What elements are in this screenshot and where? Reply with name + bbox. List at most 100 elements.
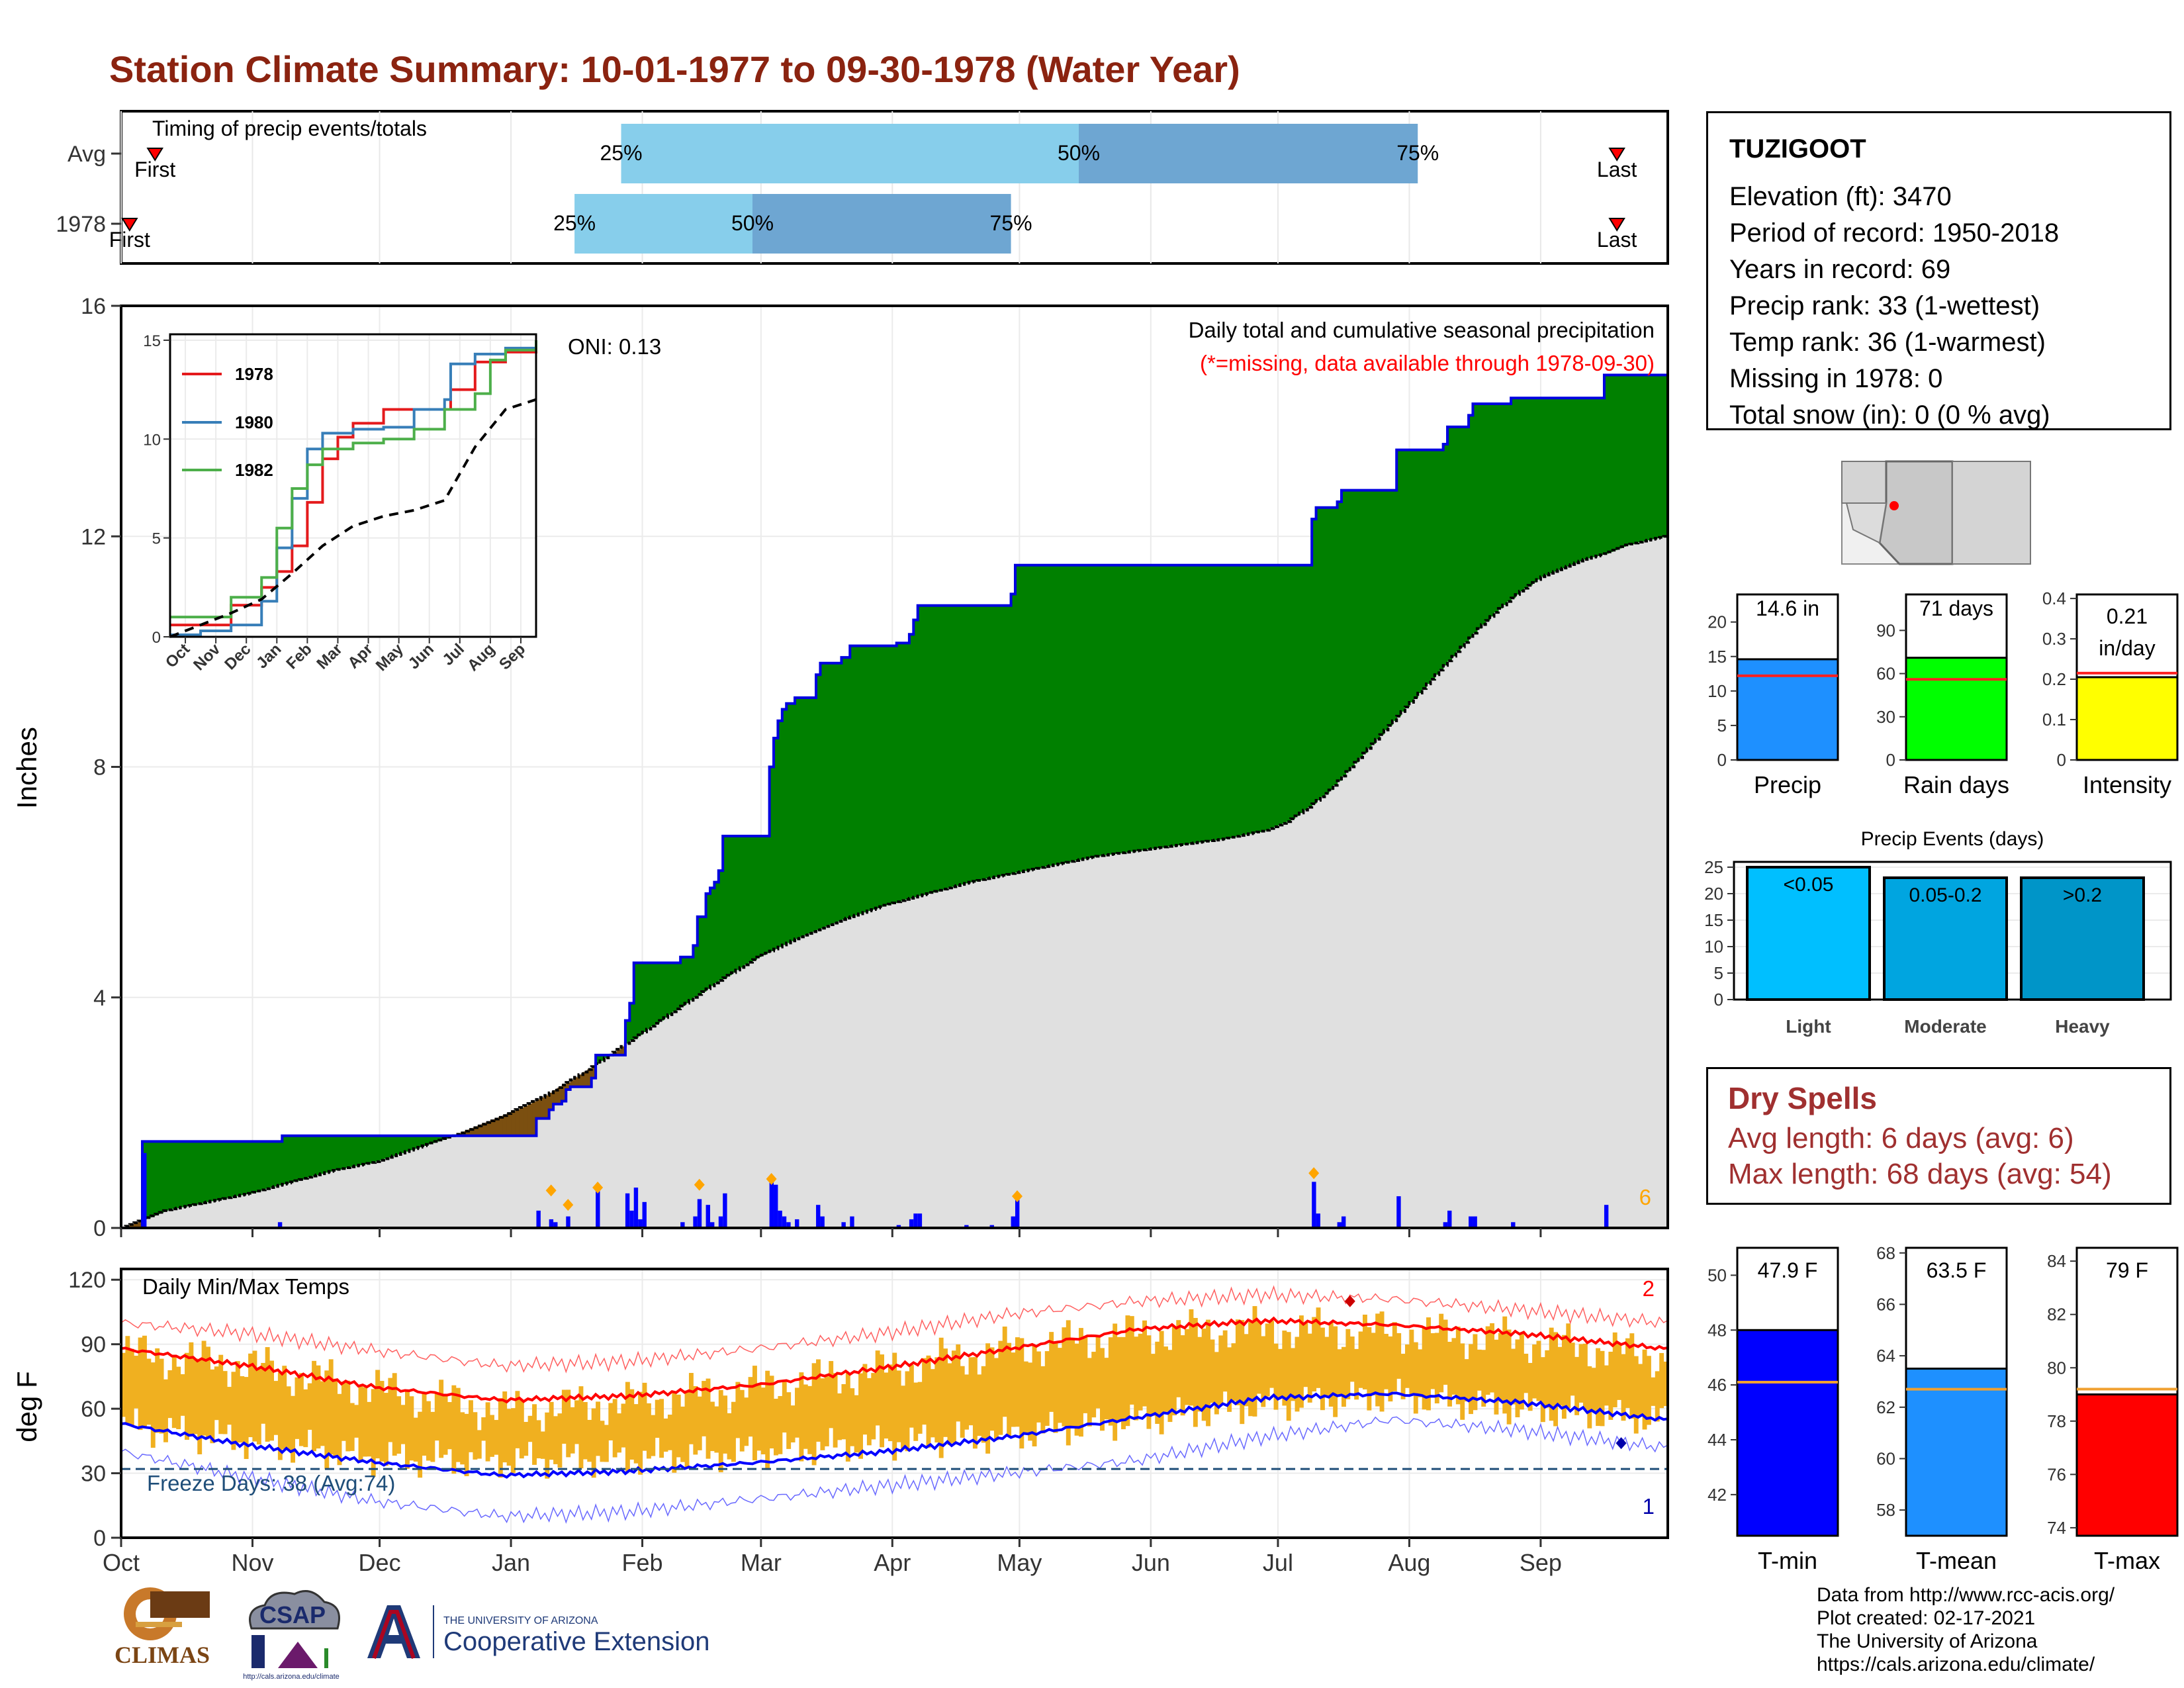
daily-temp-range-bar — [866, 1378, 872, 1446]
daily-temp-range-bar — [1206, 1319, 1211, 1427]
below-average-fill — [587, 1069, 592, 1087]
events-panel-frame — [1733, 861, 2172, 1001]
above-average-fill — [1083, 565, 1088, 859]
above-average-fill — [252, 1141, 257, 1193]
daily-temp-range-bar — [985, 1343, 991, 1454]
daily-temp-range-bar — [672, 1392, 677, 1473]
daily-precip-bar — [633, 1188, 639, 1228]
above-average-fill — [1341, 490, 1346, 776]
daily-temp-range-bar — [1324, 1336, 1330, 1397]
above-average-fill — [206, 1141, 211, 1202]
daily-temp-range-bar — [1379, 1311, 1385, 1412]
summary-intensity-y-tick-label: 0.2 — [2042, 669, 2066, 689]
daily-temp-range-bar — [913, 1382, 919, 1441]
events-y-tick-label: 5 — [1714, 963, 1723, 983]
above-average-fill — [1418, 449, 1423, 694]
summary-t-min-y-tick-label: 48 — [1707, 1320, 1727, 1340]
above-average-fill — [769, 767, 774, 951]
daily-temp-range-bar — [1002, 1326, 1007, 1417]
above-average-fill — [1303, 565, 1308, 810]
daily-precip-bar — [820, 1216, 825, 1228]
footer-line: The University of Arizona — [1817, 1630, 2038, 1652]
above-average-fill — [1015, 565, 1020, 873]
above-average-fill — [829, 663, 834, 925]
daily-temp-range-bar — [345, 1380, 351, 1452]
daily-precip-bar — [795, 1219, 799, 1228]
daily-temp-range-bar — [379, 1381, 385, 1462]
below-average-fill — [621, 1046, 626, 1055]
above-average-fill — [146, 1141, 152, 1218]
above-average-fill — [1316, 507, 1321, 800]
above-average-fill — [790, 703, 796, 941]
daily-temp-range-bar — [1218, 1335, 1224, 1405]
temp-y-tick-label: 60 — [81, 1397, 106, 1422]
inset-legend-label: 1982 — [235, 460, 273, 480]
summary-intensity-y-tick-label: 0.4 — [2042, 588, 2066, 608]
daily-temp-range-bar — [540, 1431, 545, 1459]
above-average-fill — [1231, 565, 1236, 837]
above-average-fill — [388, 1135, 393, 1158]
above-average-fill — [1633, 375, 1639, 543]
daily-precip-bar — [909, 1219, 914, 1228]
intensity-unit: in/day — [2099, 636, 2155, 660]
precip-y-tick-label: 0 — [93, 1216, 106, 1241]
daily-temp-range-bar — [1655, 1371, 1660, 1422]
month-tick-label: Nov — [231, 1549, 273, 1576]
record-low-marker — [1615, 1437, 1627, 1450]
inset-y-tick-label: 10 — [143, 431, 161, 449]
daily-temp-range-bar — [193, 1358, 198, 1434]
daily-temp-range-bar — [1418, 1349, 1423, 1397]
above-average-fill — [1108, 565, 1113, 855]
below-average-fill — [481, 1124, 486, 1136]
below-average-fill — [578, 1074, 584, 1087]
daily-temp-range-bar — [269, 1360, 274, 1441]
above-average-fill — [1328, 507, 1334, 790]
above-average-fill — [1248, 565, 1253, 834]
summary-t-max-y-tick-label: 74 — [2047, 1518, 2066, 1538]
above-average-fill — [947, 605, 952, 888]
daily-temp-range-bar — [252, 1350, 257, 1442]
record-high-line — [120, 1285, 1668, 1374]
daily-temp-range-bar — [176, 1366, 181, 1430]
daily-precip-bar — [1604, 1205, 1609, 1228]
above-average-fill — [1011, 594, 1016, 874]
daily-temp-range-bar — [1079, 1328, 1083, 1437]
daily-temp-range-bar — [1651, 1377, 1656, 1406]
daily-temp-range-bar — [1646, 1356, 1651, 1425]
summary-precip-y-tick-label: 0 — [1717, 750, 1727, 770]
daily-temp-range-bar — [523, 1422, 529, 1456]
daily-temp-range-bar — [1320, 1327, 1325, 1411]
above-average-fill — [1320, 507, 1325, 797]
dry-spells-avg: Avg length: 6 days (avg: 6) — [1728, 1122, 2074, 1154]
above-average-fill — [426, 1135, 431, 1145]
daily-precip-bar — [1011, 1216, 1015, 1228]
daily-temp-range-bar — [786, 1392, 792, 1449]
extreme-precip-marker — [1308, 1167, 1320, 1180]
above-average-fill — [375, 1135, 381, 1162]
above-average-fill — [824, 663, 829, 927]
above-average-fill — [892, 645, 897, 903]
above-average-fill — [943, 605, 948, 890]
daily-temp-range-bar — [582, 1402, 588, 1460]
daily-temp-range-bar — [1633, 1356, 1639, 1434]
above-average-fill — [379, 1135, 385, 1160]
daily-temp-range-bar — [1582, 1343, 1588, 1410]
above-average-fill — [917, 605, 923, 896]
daily-temp-range-bar — [1282, 1331, 1287, 1406]
summary-intensity-label: Intensity — [2083, 771, 2171, 798]
events-y-tick-label: 20 — [1704, 884, 1723, 904]
daily-temp-range-bar — [1549, 1327, 1554, 1421]
summary-t-min-y-tick-label: 42 — [1707, 1485, 1727, 1505]
daily-temp-range-bar — [1007, 1342, 1012, 1436]
below-average-fill — [506, 1113, 512, 1136]
temp-summary-value: 63.5 F — [1927, 1258, 1987, 1282]
daily-temp-range-bar — [171, 1354, 177, 1429]
daily-temp-range-bar — [1363, 1314, 1367, 1389]
above-average-fill — [303, 1135, 308, 1179]
above-average-fill — [951, 605, 956, 887]
daily-temp-range-bar — [494, 1420, 499, 1455]
freeze-days-label: Freeze Days: 38 (Avg:74) — [147, 1471, 395, 1495]
daily-temp-range-bar — [1227, 1347, 1232, 1412]
above-average-fill — [214, 1141, 219, 1201]
daily-temp-range-bar — [163, 1379, 168, 1442]
